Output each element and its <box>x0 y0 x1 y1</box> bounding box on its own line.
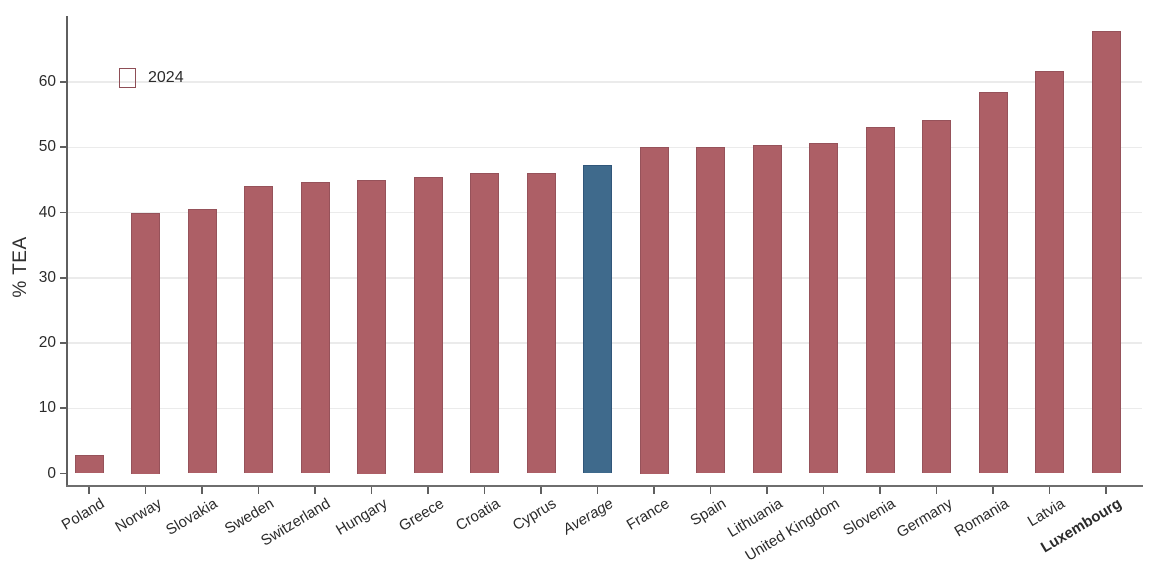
bar-slovakia <box>187 209 217 474</box>
bar-france <box>639 147 669 474</box>
bar-luxembourg <box>1091 31 1121 474</box>
x-tick-france <box>653 486 655 494</box>
x-tick-cyprus <box>540 486 542 494</box>
x-tick-label-slovenia: Slovenia <box>840 495 899 540</box>
x-tick-poland <box>88 486 90 494</box>
y-axis-line <box>66 16 68 487</box>
bar-hungary <box>357 179 386 474</box>
bar-united-kingdom <box>809 142 838 474</box>
y-tick-30 <box>60 276 68 279</box>
bar-slovenia <box>865 127 895 474</box>
bar-lithuania <box>752 145 782 474</box>
y-tick-label-10: 10 <box>38 399 56 417</box>
bar-norway <box>131 212 160 474</box>
x-tick-label-norway: Norway <box>111 495 165 536</box>
x-tick-average <box>596 486 599 494</box>
y-tick-0 <box>60 472 68 475</box>
legend-label-2024: 2024 <box>148 69 184 86</box>
y-tick-40 <box>60 211 68 214</box>
bar-switzerland <box>300 182 330 474</box>
bar-average <box>583 164 612 474</box>
x-tick-switzerland <box>314 486 316 494</box>
x-tick-greece <box>427 486 429 494</box>
x-tick-spain <box>709 486 712 494</box>
x-axis-line <box>66 485 1144 487</box>
x-tick-germany <box>935 486 938 494</box>
x-tick-label-romania: Romania <box>951 495 1012 541</box>
x-tick-latvia <box>1048 486 1051 494</box>
legend: 2024 <box>119 68 184 88</box>
bar-germany <box>922 120 951 474</box>
x-tick-label-germany: Germany <box>893 495 956 542</box>
x-tick-luxembourg <box>1105 486 1107 494</box>
bar-latvia <box>1035 70 1064 474</box>
bar-spain <box>696 146 725 474</box>
x-tick-label-croatia: Croatia <box>453 495 504 535</box>
x-tick-label-latvia: Latvia <box>1025 495 1069 531</box>
x-tick-croatia <box>483 486 486 494</box>
y-tick-label-40: 40 <box>38 203 56 221</box>
x-tick-united-kingdom <box>822 486 825 494</box>
gridline-60 <box>68 81 1142 83</box>
x-tick-slovenia <box>879 486 881 494</box>
x-tick-label-poland: Poland <box>58 495 108 534</box>
x-tick-norway <box>144 486 147 494</box>
y-tick-label-60: 60 <box>38 73 56 90</box>
y-tick-label-30: 30 <box>38 268 56 286</box>
y-tick-20 <box>60 342 68 344</box>
x-tick-label-france: France <box>623 495 673 534</box>
legend-swatch-2024-icon <box>119 68 136 88</box>
bar-sweden <box>244 186 273 474</box>
x-tick-sweden <box>257 486 260 494</box>
x-tick-label-slovakia: Slovakia <box>163 495 221 539</box>
y-tick-50 <box>60 146 68 149</box>
bar-croatia <box>470 173 499 474</box>
bar-greece <box>413 176 443 474</box>
bar-poland <box>74 454 104 474</box>
x-tick-label-hungary: Hungary <box>332 495 391 539</box>
x-tick-label-cyprus: Cyprus <box>510 495 560 535</box>
x-tick-hungary <box>370 486 373 494</box>
bar-cyprus <box>526 172 556 474</box>
y-tick-label-20: 20 <box>38 334 56 351</box>
y-axis-title: % TEA <box>10 236 31 298</box>
y-tick-60 <box>60 81 68 83</box>
y-tick-10 <box>60 407 68 410</box>
y-tick-label-0: 0 <box>47 464 56 482</box>
x-tick-label-spain: Spain <box>687 495 730 530</box>
x-tick-lithuania <box>766 486 768 494</box>
x-tick-romania <box>992 486 994 494</box>
gridline-50 <box>68 146 1142 148</box>
y-tick-label-50: 50 <box>38 138 56 156</box>
bar-romania <box>978 91 1008 474</box>
x-tick-label-average: Average <box>559 495 617 539</box>
x-tick-label-greece: Greece <box>395 495 447 535</box>
x-tick-slovakia <box>201 486 203 494</box>
